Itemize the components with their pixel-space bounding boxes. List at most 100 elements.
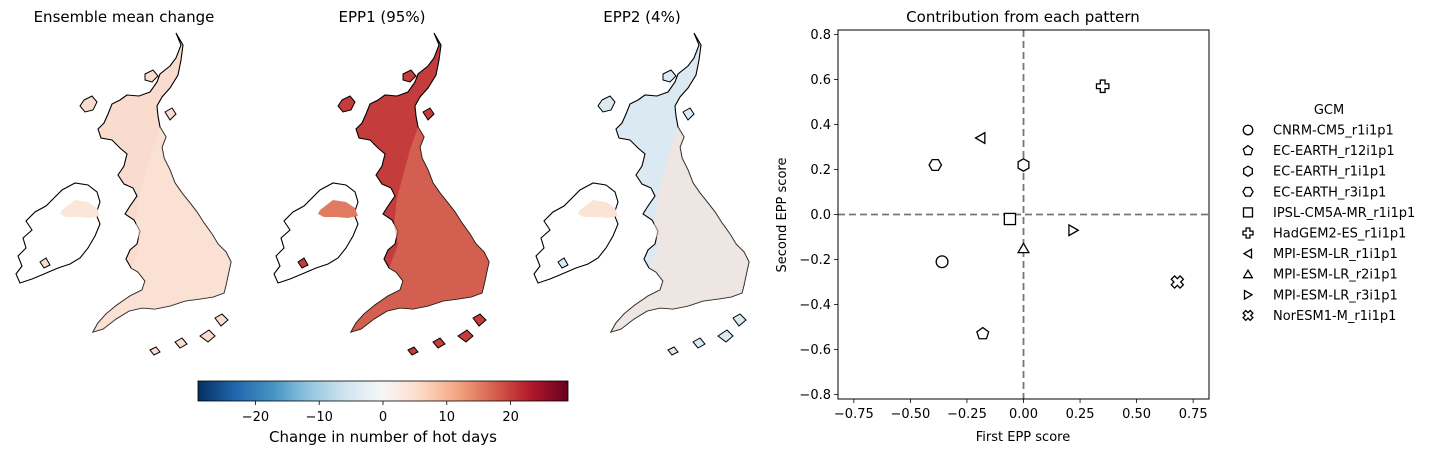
island-outline — [682, 107, 695, 121]
island-outline — [39, 257, 51, 269]
northern-ireland-region — [578, 200, 618, 218]
y-tick-label: 0.2 — [810, 163, 831, 178]
legend-marker-square — [1242, 207, 1254, 218]
y-axis-label: Second EPP score — [775, 158, 790, 273]
legend-title: GCM — [1314, 103, 1344, 118]
map-title: EPP1 (95%) — [339, 8, 426, 26]
legend-marker-hexagon2 — [1242, 186, 1254, 197]
island-outline — [432, 337, 446, 349]
map-title: Ensemble mean change — [34, 8, 215, 26]
colorbar-tick-label: −20 — [242, 410, 269, 425]
legend-marker-x-filled — [1242, 309, 1254, 322]
island-outline — [214, 313, 229, 327]
x-axis-label: First EPP score — [976, 430, 1070, 445]
x-tick-label: 0.00 — [1009, 407, 1038, 422]
x-tick-label: 0.25 — [1066, 407, 1095, 422]
colorbar-tick-label: −10 — [305, 410, 332, 425]
data-point-triangle-up — [1017, 241, 1030, 254]
northern-ireland-region — [60, 200, 100, 218]
y-tick-label: −0.2 — [799, 253, 831, 268]
colorbar-label: Change in number of hot days — [269, 428, 497, 446]
x-tick-label: 0.75 — [1179, 407, 1208, 422]
y-tick-label: −0.4 — [799, 298, 831, 313]
legend-label: EC-EARTH_r12i1p1 — [1273, 144, 1395, 159]
data-point-hexagon — [1017, 158, 1030, 172]
legend-marker-circle — [1242, 124, 1254, 136]
legend-marker-triangle-up — [1242, 268, 1254, 279]
y-tick-label: 0.0 — [810, 208, 831, 223]
y-tick-label: −0.8 — [799, 388, 831, 403]
legend-marker-pentagon — [1242, 144, 1254, 156]
y-tick-label: −0.6 — [799, 343, 831, 358]
x-axis-ticks: −0.75 −0.50 −0.25 0.00 0.25 0.50 0.75 — [834, 399, 1208, 422]
legend-marker-triangle-right — [1243, 289, 1254, 301]
island-outline — [297, 257, 309, 269]
island-outline — [662, 69, 677, 83]
chart-title: Contribution from each pattern — [906, 8, 1140, 26]
great-britain-subregion — [93, 127, 231, 332]
legend-marker-plus — [1242, 227, 1254, 239]
island-outline — [557, 257, 569, 269]
map-title: EPP2 (4%) — [603, 8, 680, 26]
legend-label: IPSL-CM5A-MR_r1i1p1 — [1273, 206, 1415, 221]
y-tick-label: 0.6 — [810, 73, 831, 88]
island-outline — [667, 346, 679, 356]
scatter-chart: Contribution from each pattern −0.75 −0.5… — [775, 8, 1210, 445]
y-axis-ticks: −0.8 −0.6 −0.4 −0.2 0.0 0.2 0.4 0.6 0.8 — [799, 28, 838, 403]
uk-ireland-map — [15, 32, 232, 356]
data-point-x-filled — [1170, 275, 1185, 289]
island-outline — [457, 329, 474, 343]
data-point-plus — [1095, 79, 1110, 94]
island-outline — [149, 346, 161, 356]
data-point-triangle-left — [974, 131, 986, 145]
colorbar-tick-label: 10 — [439, 410, 456, 425]
ireland-outline — [15, 182, 101, 284]
map-panel-epp2: EPP2 (4%) — [533, 8, 750, 356]
legend-label: EC-EARTH_r1i1p1 — [1273, 165, 1386, 180]
x-tick-label: −0.75 — [834, 407, 874, 422]
legend: GCM CNRM-CM5_r1i1p1 EC-EARTH_r12i1p1 EC-EA… — [1242, 103, 1415, 324]
ireland-outline — [273, 182, 359, 284]
x-tick-label: −0.50 — [890, 407, 930, 422]
island-outline — [337, 95, 356, 113]
colorbar-gradient — [197, 380, 569, 402]
colorbar-tick-label: 20 — [502, 410, 519, 425]
island-outline — [164, 107, 177, 121]
island-outline — [717, 329, 734, 343]
legend-items: CNRM-CM5_r1i1p1 EC-EARTH_r12i1p1 EC-EARTH_… — [1242, 124, 1415, 324]
uk-ireland-map — [273, 32, 490, 356]
legend-label: MPI-ESM-LR_r3i1p1 — [1273, 288, 1398, 303]
colorbar-tick-label: 0 — [379, 410, 387, 425]
island-outline — [472, 313, 487, 327]
reference-lines — [838, 30, 1209, 399]
island-outline — [422, 107, 435, 121]
legend-marker-triangle-left — [1242, 248, 1253, 260]
island-outline — [144, 69, 159, 83]
data-point-pentagon — [976, 326, 990, 340]
uk-ireland-map — [533, 32, 750, 356]
ireland-outline — [533, 182, 619, 284]
island-outline — [79, 95, 98, 113]
legend-label: EC-EARTH_r3i1p1 — [1273, 185, 1386, 200]
legend-label: MPI-ESM-LR_r1i1p1 — [1273, 247, 1398, 262]
legend-label: HadGEM2-ES_r1i1p1 — [1273, 227, 1406, 242]
island-outline — [199, 329, 216, 343]
legend-marker-hexagon — [1243, 165, 1253, 177]
data-point-triangle-right — [1068, 223, 1080, 237]
island-outline — [732, 313, 747, 327]
great-britain-subregion — [351, 127, 489, 332]
island-outline — [597, 95, 616, 113]
legend-label: NorESM1-M_r1i1p1 — [1273, 309, 1396, 324]
map-panel-epp1: EPP1 (95%) — [273, 8, 490, 356]
y-tick-label: 0.4 — [810, 118, 831, 133]
island-outline — [402, 69, 417, 83]
great-britain-subregion — [611, 127, 749, 332]
island-outline — [692, 337, 706, 349]
northern-ireland-region — [318, 200, 358, 218]
data-point-square — [1003, 212, 1017, 226]
legend-label: MPI-ESM-LR_r2i1p1 — [1273, 268, 1398, 283]
y-tick-label: 0.8 — [810, 28, 831, 43]
data-point-hexagon2 — [928, 158, 943, 172]
map-panel-ensemble-mean: Ensemble mean change — [15, 8, 232, 356]
